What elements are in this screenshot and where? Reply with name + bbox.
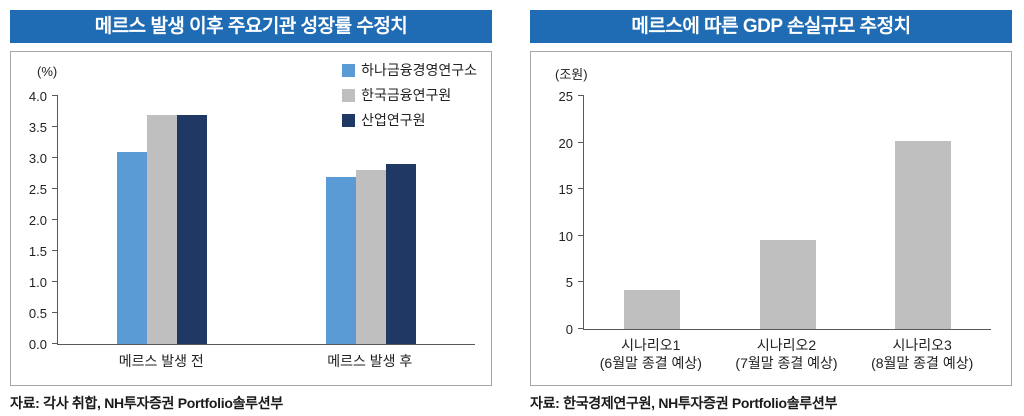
legend-item: 한국금융연구원: [342, 85, 477, 105]
x-category-label: 메르스 발생 전: [118, 353, 204, 369]
x-category-label-line: 시나리오3: [892, 337, 952, 353]
bar: [895, 141, 952, 329]
y-tick-mark: [52, 188, 58, 189]
left-plot-area: [52, 95, 475, 345]
right-y-axis: 0 5 10 15 20 25: [531, 89, 581, 337]
left-y-axis: 0.0 0.5 1.0 1.5 2.0 2.5 3.0 3.5 4.0: [11, 89, 55, 352]
bar: [117, 152, 148, 344]
y-tick-mark: [52, 250, 58, 251]
left-chart-title: 메르스 발생 이후 주요기관 성장률 수정치: [10, 10, 492, 43]
y-tick-mark: [578, 188, 584, 190]
y-tick-label: 0.0: [28, 337, 47, 352]
bar: [759, 240, 816, 329]
legend-swatch: [342, 88, 356, 102]
y-tick-mark: [578, 328, 584, 329]
y-tick-label: 15: [558, 182, 573, 198]
y-tick-label: 0: [565, 322, 573, 337]
legend-item: 하나금융경영연구소: [342, 60, 477, 80]
y-tick-mark: [52, 343, 58, 344]
y-tick-mark: [52, 95, 58, 96]
left-unit-label: (%): [37, 64, 58, 79]
x-category-label: 메르스 발생 후: [327, 353, 413, 369]
right-chart-box: (조원) 0 5 10 15 20 25 시나리오1 (6월말 종결 예상) 시나리오2 (7월…: [530, 51, 1012, 386]
bar: [177, 115, 208, 344]
x-category-label: 시나리오1 (6월말 종결 예상): [600, 336, 702, 372]
legend-label: 하나금융경영연구소: [361, 62, 477, 78]
y-tick-mark: [52, 219, 58, 220]
y-tick-mark: [578, 95, 584, 96]
x-category-label-line: 시나리오1: [621, 337, 681, 353]
right-source-note: 자료: 한국경제연구원, NH투자증권 Portfolio솔루션부: [530, 395, 838, 411]
x-category-label-line: 시나리오2: [756, 337, 817, 353]
bar: [623, 290, 680, 329]
y-tick-label: 0.5: [28, 306, 47, 321]
y-tick-label: 5: [565, 275, 573, 291]
y-tick-label: 4.0: [28, 89, 47, 104]
y-tick-label: 2.0: [28, 213, 47, 228]
x-category-label: 시나리오3 (8월말 종결 예상): [871, 336, 973, 372]
right-chart-panel: 메르스에 따른 GDP 손실규모 추정치 (조원) 0 5 10 15 20 25 시나리…: [530, 10, 1012, 413]
y-tick-label: 1.5: [28, 244, 47, 259]
x-category-label: 시나리오2 (7월말 종결 예상): [735, 336, 837, 372]
right-unit-label: (조원): [555, 67, 588, 82]
y-tick-mark: [578, 281, 584, 283]
y-tick-mark: [578, 141, 584, 143]
y-tick-label: 1.0: [28, 275, 47, 290]
left-source-note: 자료: 각사 취합, NH투자증권 Portfolio솔루션부: [10, 395, 283, 411]
y-tick-mark: [52, 126, 58, 127]
y-tick-mark: [578, 234, 584, 236]
legend-swatch: [342, 113, 356, 127]
y-tick-mark: [52, 157, 58, 158]
bar: [325, 177, 356, 344]
y-tick-label: 3.0: [28, 151, 47, 166]
right-chart-title: 메르스에 따른 GDP 손실규모 추정치: [530, 10, 1012, 43]
legend-swatch: [342, 63, 356, 77]
y-tick-mark: [52, 312, 58, 313]
y-tick-mark: [52, 281, 58, 282]
y-tick-label: 3.5: [28, 120, 47, 135]
bar: [385, 164, 416, 344]
y-tick-label: 20: [558, 135, 573, 151]
x-category-label-line: (7월말 종결 예상): [735, 355, 838, 371]
bar: [147, 115, 178, 344]
legend-label: 산업연구원: [361, 112, 426, 128]
right-plot-area: [578, 95, 991, 330]
x-category-label-line: (8월말 종결 예상): [871, 355, 974, 371]
y-tick-label: 25: [558, 89, 573, 104]
legend-label: 한국금융연구원: [361, 87, 452, 103]
legend-item: 산업연구원: [342, 110, 477, 130]
x-category-label-line: (6월말 종결 예상): [599, 355, 702, 371]
bar: [355, 170, 386, 344]
y-tick-label: 2.5: [28, 182, 47, 197]
y-tick-label: 10: [558, 228, 573, 244]
